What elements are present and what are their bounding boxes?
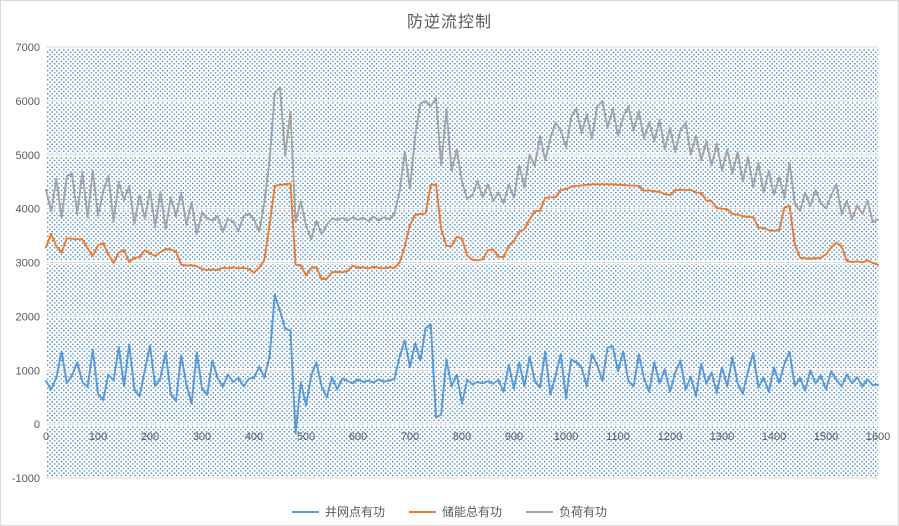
- legend-label: 并网点有功: [324, 505, 385, 519]
- svg-text:3000: 3000: [16, 258, 40, 270]
- chart-title: 防逆流控制: [406, 14, 492, 31]
- svg-text:0: 0: [34, 419, 40, 431]
- legend: 并网点有功 储能总有功 负荷有功: [1, 503, 898, 520]
- svg-text:1300: 1300: [710, 431, 734, 443]
- svg-text:1000: 1000: [16, 365, 40, 377]
- svg-text:1500: 1500: [814, 431, 838, 443]
- svg-text:0: 0: [43, 431, 49, 443]
- svg-text:500: 500: [297, 431, 315, 443]
- series-line-1: [45, 182, 879, 281]
- svg-text:1200: 1200: [658, 431, 682, 443]
- y-axis-labels: 7000 6000 5000 4000 3000 2000 1000 0 -1000: [12, 42, 40, 485]
- svg-text:6000: 6000: [16, 96, 40, 108]
- legend-label: 储能总有功: [441, 505, 502, 519]
- svg-text:5000: 5000: [16, 150, 40, 162]
- svg-text:4000: 4000: [16, 204, 40, 216]
- legend-swatch: [526, 510, 553, 513]
- svg-text:1600: 1600: [866, 431, 890, 443]
- svg-text:400: 400: [245, 431, 263, 443]
- svg-text:200: 200: [141, 431, 159, 443]
- legend-item-1: 储能总有功: [408, 503, 502, 520]
- series-line-0: [45, 293, 879, 435]
- svg-text:300: 300: [193, 431, 211, 443]
- legend-swatch: [408, 510, 436, 513]
- svg-text:600: 600: [349, 431, 367, 443]
- svg-text:800: 800: [453, 431, 471, 443]
- svg-text:7000: 7000: [16, 42, 40, 54]
- legend-label: 负荷有功: [559, 505, 608, 519]
- svg-text:1100: 1100: [606, 431, 630, 443]
- svg-text:1400: 1400: [762, 431, 786, 443]
- svg-text:900: 900: [505, 431, 523, 443]
- legend-item-2: 负荷有功: [526, 503, 607, 520]
- series-line-2: [45, 86, 879, 241]
- svg-text:100: 100: [89, 431, 107, 443]
- legend-item-0: 并网点有功: [291, 503, 385, 520]
- gridlines: [46, 45, 878, 480]
- svg-text:-1000: -1000: [12, 473, 40, 485]
- x-axis-labels: 0 100 200 300 400 500 600 700 800 900 1000 1100 1200…: [43, 431, 890, 443]
- svg-text:1000: 1000: [554, 431, 578, 443]
- legend-swatch: [291, 510, 319, 513]
- svg-text:2000: 2000: [16, 311, 40, 323]
- svg-text:700: 700: [401, 431, 419, 443]
